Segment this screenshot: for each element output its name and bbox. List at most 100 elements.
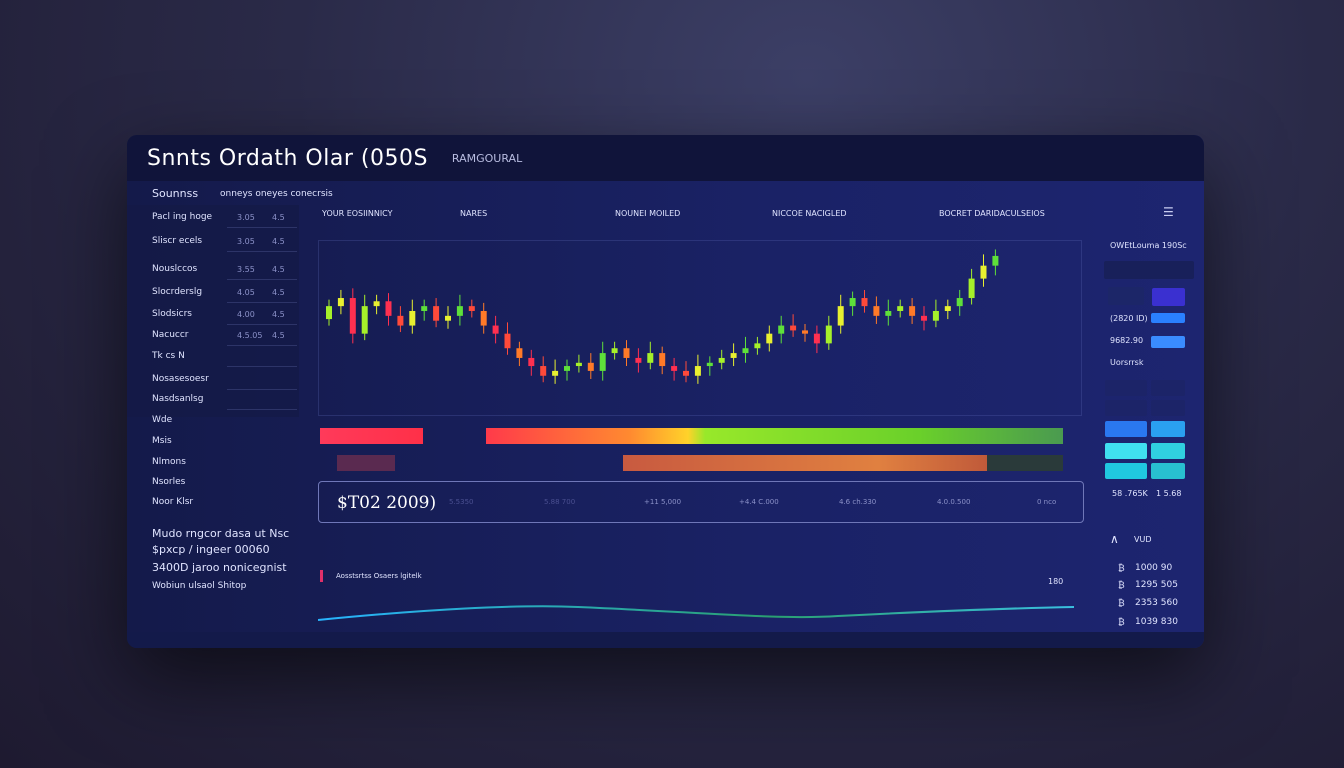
candle-body — [456, 306, 463, 316]
sidebar-item[interactable]: Tk cs N — [152, 351, 185, 361]
panel-tile[interactable] — [1105, 463, 1147, 479]
candle-body — [468, 306, 475, 311]
candle-body — [385, 301, 392, 316]
panel-tile[interactable] — [1151, 443, 1185, 459]
candle-body — [659, 353, 666, 367]
sidebar-header: Sounnss — [152, 187, 199, 200]
sidebar-item-value: 4.00 — [237, 310, 255, 319]
price-cell: +11 5,000 — [644, 498, 682, 506]
candle-body — [326, 306, 332, 320]
panel-tile[interactable] — [1151, 380, 1185, 396]
sidebar-item[interactable]: Sliscr ecels — [152, 236, 203, 246]
candle-body — [528, 357, 535, 367]
candle-body — [552, 370, 559, 376]
indicator-bar-gradient — [486, 428, 1063, 444]
sidebar-link[interactable]: Nlmons — [152, 457, 186, 467]
sidebar-item-value: 4.5.05 — [237, 331, 263, 340]
summary-line: Mudo rngcor dasa ut Nsc — [152, 527, 290, 540]
chart-column-header[interactable]: NARES — [460, 209, 488, 218]
sidebar-item[interactable]: Nacuccr — [152, 330, 189, 340]
chart-column-header[interactable]: YOUR EOSIINNICY — [322, 209, 393, 218]
panel-row: 9682.90 — [1110, 336, 1144, 345]
indicator-bar-maroon — [337, 455, 395, 471]
candle-body — [361, 306, 368, 334]
sidebar-header-right: onneys oneyes conecrsis — [220, 189, 333, 199]
panel-row: Uorsrrsk — [1110, 358, 1144, 367]
panel-chip-active[interactable] — [1152, 288, 1185, 306]
candle-body — [932, 310, 939, 321]
sidebar-item[interactable]: Nasdsanlsg — [152, 394, 204, 404]
indicator-bar-dark — [987, 455, 1063, 471]
candle-body — [433, 306, 440, 321]
candle-body — [540, 366, 547, 376]
indicator-bar-red — [320, 428, 423, 444]
sidebar-item-value: 4.05 — [237, 288, 255, 297]
panel-tile[interactable] — [1105, 400, 1147, 416]
candle-body — [837, 306, 844, 326]
panel-header-block — [1104, 261, 1194, 279]
sidebar-item-change: 4.5 — [272, 331, 285, 340]
panel-tile[interactable] — [1151, 463, 1185, 479]
candle-body — [635, 357, 642, 363]
sidebar-link[interactable]: Wde — [152, 415, 173, 425]
sidebar-link[interactable]: Noor Klsr — [152, 497, 194, 507]
panel-tile[interactable] — [1105, 421, 1147, 437]
panel-tile[interactable] — [1151, 421, 1185, 437]
candle-body — [397, 315, 404, 326]
candle-body — [754, 343, 761, 349]
candle-body — [825, 325, 832, 344]
price-cell: +4.4 C.000 — [739, 498, 779, 506]
candle-body — [742, 348, 749, 354]
candle-body — [706, 362, 713, 367]
candles-svg — [326, 249, 999, 384]
summary-line: 3400D jaroo nonicegnist — [152, 561, 287, 574]
candle-body — [849, 298, 856, 307]
panel-tile[interactable] — [1105, 380, 1147, 396]
panel-tile[interactable] — [1151, 400, 1185, 416]
volume-value: 180 — [1048, 577, 1064, 586]
candle-body — [944, 306, 951, 311]
price-cell: 0 nco — [1037, 498, 1057, 506]
panel-chip[interactable] — [1108, 287, 1144, 305]
chart-column-header[interactable]: NICCOE NACIGLED — [772, 209, 847, 218]
sidebar-item-change: 4.5 — [272, 237, 285, 246]
candle-body — [790, 325, 797, 331]
right-value: 2353 560 — [1135, 598, 1178, 608]
candle-body — [504, 333, 511, 349]
chart-column-header[interactable]: BOCRET DARIDACULSEIOS — [939, 209, 1045, 218]
sidebar-item[interactable]: Nosasesoesr — [152, 374, 209, 384]
sidebar-item-value: 3.05 — [237, 213, 255, 222]
sidebar-item-value: 3.55 — [237, 265, 255, 274]
volume-line — [318, 605, 1074, 621]
divider — [227, 366, 297, 367]
sidebar-item-change: 4.5 — [272, 265, 285, 274]
sidebar-link[interactable]: Msis — [152, 436, 172, 446]
candle-body — [599, 353, 606, 371]
sidebar-link[interactable]: Nsorles — [152, 477, 186, 487]
sidebar-item[interactable]: Slodsicrs — [152, 309, 192, 319]
currency-icon: ₿ — [1118, 618, 1125, 628]
panel-bar — [1151, 336, 1185, 348]
currency-icon: ₿ — [1118, 599, 1125, 609]
filter-icon[interactable]: ☰ — [1163, 205, 1174, 219]
sidebar-item[interactable]: Nouslccos — [152, 264, 198, 274]
indicator-bar-orange — [623, 455, 987, 471]
summary-line: $pxcp / ingeer 00060 — [152, 543, 270, 556]
candle-body — [813, 333, 820, 344]
panel-tile[interactable] — [1105, 443, 1147, 459]
divider — [227, 279, 297, 280]
chart-column-header[interactable]: NOUNEI MOILED — [615, 209, 681, 218]
candle-body — [623, 348, 630, 358]
candle-body — [373, 301, 380, 307]
volume-label: Aosstsrtss Osaers lgitelk — [336, 572, 422, 580]
chevron-up-icon[interactable]: ∧ — [1110, 532, 1119, 546]
sidebar-item[interactable]: Pacl ing hoge — [152, 212, 213, 222]
volume-marker — [320, 570, 323, 582]
candle-body — [897, 306, 904, 311]
candle-body — [421, 306, 428, 311]
sidebar-item[interactable]: Slocrderslg — [152, 287, 203, 297]
candle-body — [909, 306, 916, 316]
price-cell: 4.6 ch.330 — [839, 498, 877, 506]
candle-body — [802, 330, 808, 334]
currency-icon: ₿ — [1118, 581, 1125, 591]
